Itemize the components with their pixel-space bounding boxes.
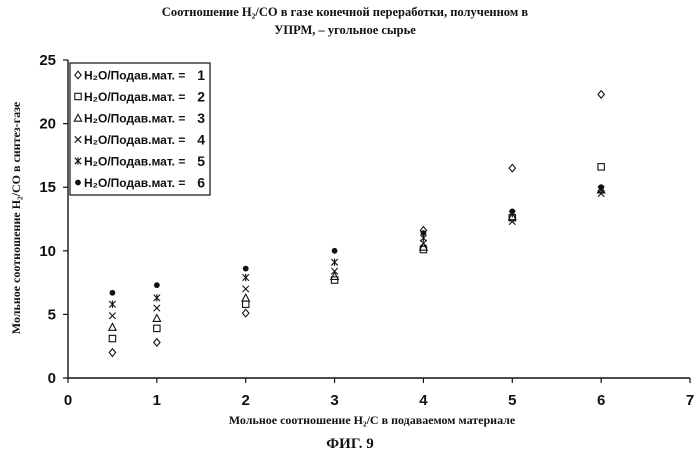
x-tick-label: 7 bbox=[686, 392, 694, 409]
x-tick-label: 3 bbox=[330, 392, 338, 409]
data-point bbox=[154, 282, 160, 288]
x-axis-label: Мольное соотношение H₂/C в подаваемом ма… bbox=[229, 413, 516, 427]
figure-label: ФИГ. 9 bbox=[326, 436, 373, 452]
legend-value: 4 bbox=[197, 132, 205, 148]
data-point bbox=[332, 248, 338, 254]
x-tick-label: 1 bbox=[153, 392, 161, 409]
data-point bbox=[598, 164, 604, 170]
data-point bbox=[509, 208, 515, 214]
legend-value: 2 bbox=[197, 89, 205, 105]
series-4 bbox=[109, 190, 604, 319]
legend-label: H₂O/Подав.мат. = bbox=[84, 90, 185, 104]
data-point bbox=[109, 349, 115, 357]
legend: H₂O/Подав.мат. = 1 H₂O/Подав.мат. = 2 H₂O/По… bbox=[70, 63, 210, 195]
legend-label: H₂O/Подав.мат. = bbox=[84, 112, 185, 126]
data-point bbox=[331, 259, 337, 266]
data-point bbox=[421, 230, 427, 236]
y-tick-label: 20 bbox=[39, 116, 56, 133]
legend-marker bbox=[75, 180, 81, 186]
chart-title-line-1: Соотношение H₂/CO в газе конечной перера… bbox=[162, 5, 529, 19]
data-point bbox=[154, 325, 160, 331]
legend-value: 5 bbox=[197, 153, 205, 169]
y-tick-label: 15 bbox=[39, 179, 56, 196]
x-tick-label: 4 bbox=[419, 392, 428, 409]
x-tick-label: 5 bbox=[508, 392, 516, 409]
legend-label: H₂O/Подав.мат. = bbox=[84, 69, 185, 83]
data-point bbox=[243, 301, 249, 307]
data-point bbox=[109, 312, 115, 318]
data-point bbox=[509, 164, 515, 172]
data-point bbox=[154, 305, 160, 311]
data-point bbox=[598, 91, 604, 99]
data-point bbox=[242, 294, 249, 301]
x-tick-label: 0 bbox=[64, 392, 72, 409]
legend-label: H₂O/Подав.мат. = bbox=[84, 176, 185, 190]
x-tick-label: 6 bbox=[597, 392, 605, 409]
data-point bbox=[598, 184, 604, 190]
data-point bbox=[109, 335, 115, 341]
legend-value: 3 bbox=[197, 110, 205, 126]
plot-area: 051015202501234567H₂O/Подав.мат. =1H₂O/П… bbox=[39, 52, 694, 409]
data-point bbox=[243, 309, 249, 317]
data-point bbox=[109, 301, 115, 308]
y-tick-label: 10 bbox=[39, 243, 56, 260]
y-tick-label: 0 bbox=[48, 370, 56, 387]
data-point bbox=[154, 339, 160, 347]
y-axis-label: Мольное соотношение H₂/CO в синтез-газе bbox=[9, 101, 23, 334]
legend-value: 6 bbox=[197, 175, 205, 191]
series-6 bbox=[110, 184, 605, 295]
data-point bbox=[243, 266, 249, 272]
legend-label: H₂O/Подав.мат. = bbox=[84, 133, 185, 147]
data-point bbox=[110, 290, 116, 296]
legend-label: H₂O/Подав.мат. = bbox=[84, 155, 185, 169]
data-point bbox=[109, 323, 116, 330]
legend-value: 1 bbox=[197, 67, 205, 83]
series-5 bbox=[109, 186, 604, 308]
y-tick-label: 5 bbox=[48, 306, 56, 323]
data-point bbox=[243, 274, 249, 281]
series-3 bbox=[109, 186, 605, 330]
x-tick-label: 2 bbox=[242, 392, 250, 409]
data-point bbox=[154, 294, 160, 301]
y-tick-label: 25 bbox=[39, 52, 56, 69]
data-point bbox=[153, 315, 160, 322]
data-point bbox=[243, 286, 249, 292]
chart-title-line-2: УПРМ, – угольное сырье bbox=[274, 23, 416, 37]
